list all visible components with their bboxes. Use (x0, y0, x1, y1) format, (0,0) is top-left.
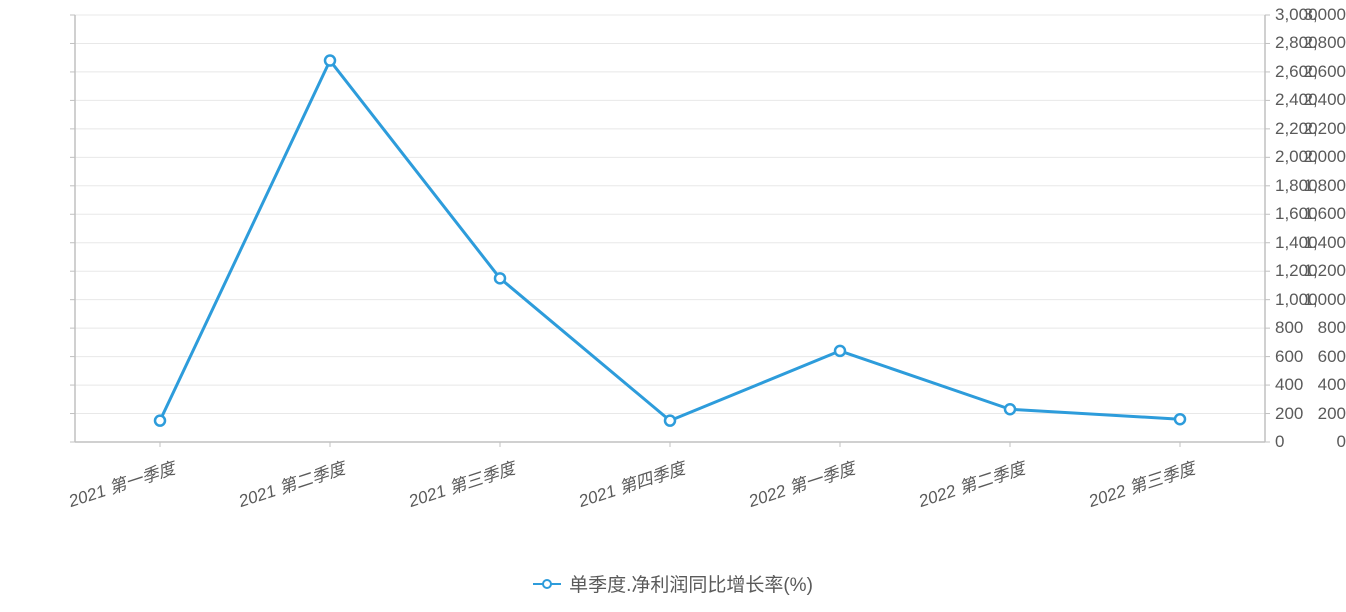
y-tick-label-right: 1,400 (1275, 233, 1318, 253)
y-tick-label-right: 2,000 (1275, 147, 1318, 167)
y-tick-label-right: 1,800 (1275, 176, 1318, 196)
line-chart: 0 200 400 600 800 1,000 1,200 1,400 1,600 1,800 2,… (0, 0, 1346, 612)
y-tick-label-right: 800 (1275, 318, 1303, 338)
y-tick-label-left: 0 (1281, 432, 1346, 452)
legend-marker (533, 577, 561, 591)
y-tick-label-right: 1,200 (1275, 261, 1318, 281)
y-tick-label-right: 2,400 (1275, 90, 1318, 110)
y-tick-label-right: 3,000 (1275, 5, 1318, 25)
y-tick-label-right: 600 (1275, 347, 1303, 367)
y-tick-label-right: 1,000 (1275, 290, 1318, 310)
y-tick-label-right: 0 (1275, 432, 1284, 452)
legend-marker-circle (542, 579, 552, 589)
y-tick-label-right: 400 (1275, 375, 1303, 395)
y-tick-label-right: 200 (1275, 404, 1303, 424)
y-tick-label-right: 2,200 (1275, 119, 1318, 139)
y-tick-label-right: 2,600 (1275, 62, 1318, 82)
y-tick-label-right: 2,800 (1275, 33, 1318, 53)
y-tick-label-right: 1,600 (1275, 204, 1318, 224)
legend-label: 单季度.净利润同比增长率(%) (569, 570, 813, 597)
chart-legend: 单季度.净利润同比增长率(%) (0, 570, 1346, 597)
